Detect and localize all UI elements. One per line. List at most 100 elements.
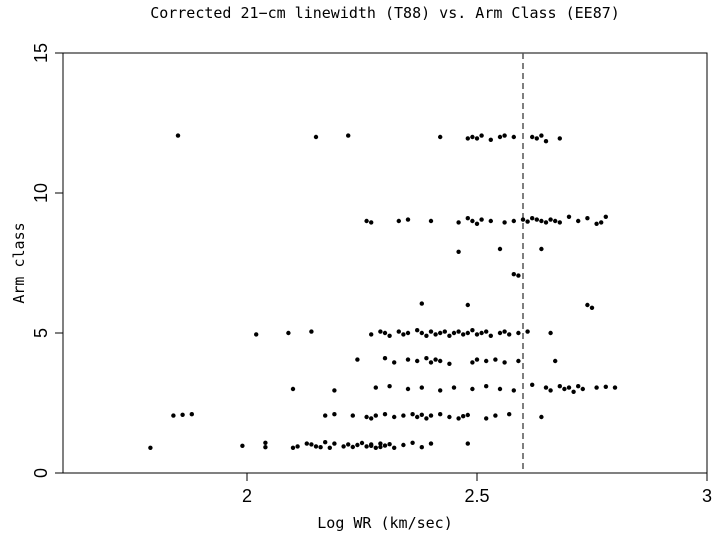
x-tick-label: 2.5 [464, 486, 489, 506]
data-point [484, 384, 489, 389]
data-point [405, 386, 411, 392]
data-point [419, 330, 424, 336]
data-point [465, 412, 470, 418]
data-point [553, 218, 558, 224]
data-point [548, 388, 553, 393]
data-point [415, 414, 420, 420]
data-point [341, 444, 346, 449]
data-point [332, 412, 337, 417]
data-point [479, 217, 484, 222]
data-point [175, 133, 181, 138]
data-point [539, 133, 544, 138]
data-point [488, 333, 493, 338]
data-point [313, 134, 319, 140]
data-point [332, 388, 337, 393]
data-point [548, 330, 553, 336]
data-point [401, 442, 406, 448]
data-point [378, 444, 383, 450]
data-point [502, 329, 507, 334]
data-point [428, 329, 434, 334]
x-axis: 2 2.5 3 [242, 473, 712, 506]
data-point [474, 357, 480, 362]
data-point [465, 330, 470, 336]
data-point [240, 443, 245, 448]
data-point [438, 388, 443, 393]
data-point [392, 360, 397, 365]
data-point [539, 414, 544, 420]
data-point [557, 136, 562, 141]
data-point [189, 412, 194, 417]
data-point [428, 441, 434, 446]
data-point [392, 414, 397, 420]
data-point [474, 136, 480, 141]
data-point [350, 444, 355, 450]
data-point [373, 385, 378, 390]
data-point [493, 357, 498, 362]
data-point [401, 413, 406, 418]
data-point [313, 444, 319, 449]
data-point [465, 216, 470, 221]
data-point [419, 445, 424, 450]
data-point [599, 220, 604, 225]
data-point [507, 332, 512, 337]
data-point [493, 413, 498, 418]
data-point [461, 414, 466, 419]
data-point [373, 413, 378, 418]
data-point [369, 220, 374, 225]
data-point [543, 385, 549, 390]
data-point [378, 441, 383, 446]
y-axis-label: Arm class [10, 222, 28, 303]
data-point [576, 384, 581, 389]
data-point [557, 384, 562, 389]
data-point [304, 441, 309, 446]
data-point [470, 134, 475, 140]
data-point [387, 333, 392, 338]
data-point [428, 360, 434, 365]
data-point [424, 333, 429, 338]
data-point [350, 413, 355, 418]
data-point [603, 384, 608, 389]
data-point [438, 358, 443, 364]
data-point [571, 389, 576, 394]
data-point [447, 333, 452, 338]
data-point [488, 137, 493, 142]
data-point [382, 330, 388, 336]
data-point [263, 440, 268, 445]
data-point [433, 332, 438, 337]
data-point [530, 382, 535, 387]
data-point [530, 134, 535, 140]
data-point [525, 329, 530, 334]
data-point [456, 249, 461, 254]
data-point [295, 444, 300, 449]
data-point [359, 440, 365, 446]
data-point [254, 332, 259, 337]
data-point [419, 385, 424, 390]
data-point [290, 386, 296, 392]
data-point [286, 330, 291, 336]
plot-frame [62, 52, 708, 474]
data-point [502, 220, 507, 225]
data-point [456, 416, 461, 421]
x-axis-label: Log WR (km/sec) [317, 514, 452, 532]
data-point [410, 440, 415, 445]
data-point [415, 358, 420, 364]
data-point [470, 360, 475, 365]
data-point [442, 329, 447, 334]
data-point [530, 216, 535, 221]
data-point [497, 386, 503, 392]
data-point [171, 413, 176, 418]
data-point [465, 441, 470, 446]
x-tick-label: 2 [242, 486, 252, 506]
chart-title: Corrected 21−cm linewidth (T88) vs. Arm … [150, 4, 620, 22]
data-point [419, 412, 424, 417]
data-point [369, 332, 374, 337]
y-tick-label: 10 [31, 183, 51, 203]
data-point [447, 361, 452, 366]
data-point [585, 216, 590, 221]
data-point [396, 329, 401, 334]
data-point [428, 218, 434, 224]
data-point [387, 442, 392, 447]
y-tick-label: 0 [31, 468, 51, 478]
data-point [401, 332, 406, 337]
